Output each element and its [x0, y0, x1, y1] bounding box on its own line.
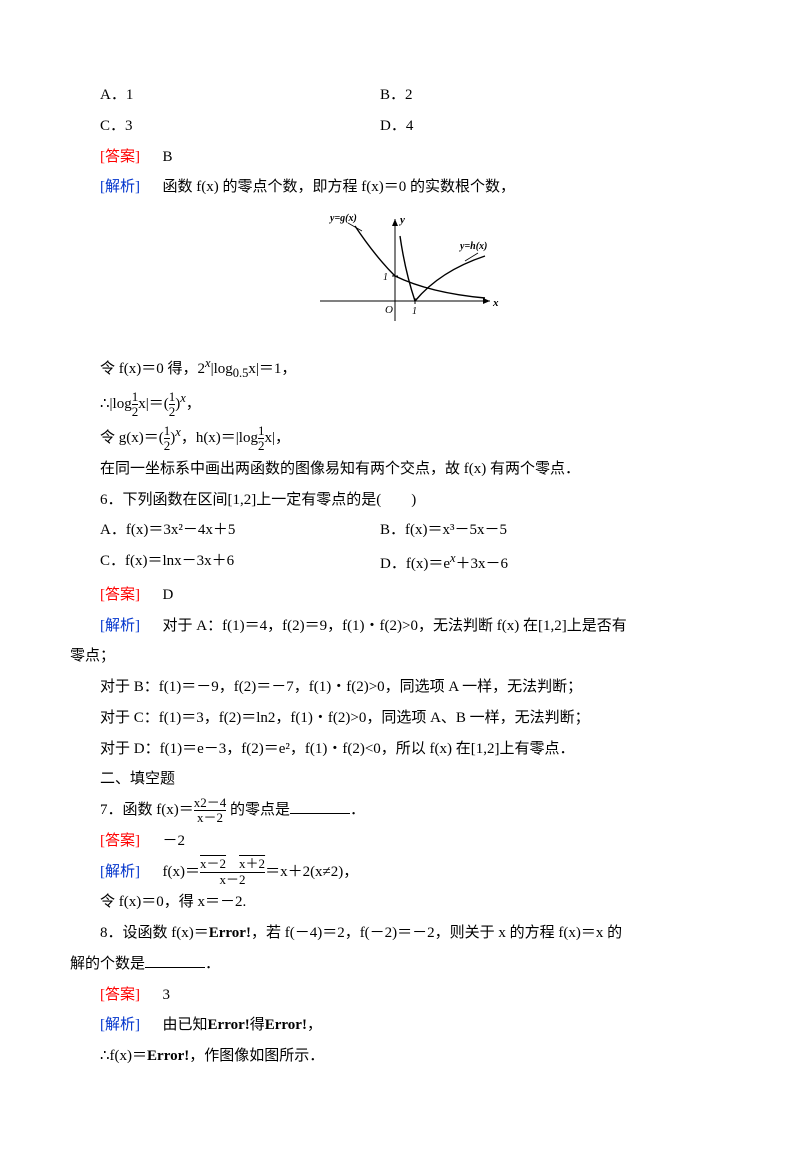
q5-options-row2: C．3 D．4: [100, 111, 730, 142]
q8-answer-value: 3: [163, 987, 171, 1003]
analysis-label: [解析]: [100, 618, 140, 634]
answer-label: [答案]: [100, 587, 140, 603]
q5-opt-a: A．1: [100, 80, 380, 111]
q5-step3: 令 g(x)＝(12)x，h(x)＝|log12x|，: [100, 420, 730, 454]
q6-stem: 6．下列函数在区间[1,2]上一定有零点的是( ): [100, 485, 730, 516]
q5-step2: ∴|log12x|＝(12)x，: [100, 386, 730, 420]
q7-line2: 令 f(x)＝0，得 x＝－2.: [100, 887, 730, 918]
q6-opt-b: B．f(x)＝x³－5x－5: [380, 515, 660, 546]
q5-answer: [答案] B: [100, 142, 730, 173]
section2-title: 二、填空题: [100, 764, 730, 795]
q8-analysis: [解析] 由已知Error!得Error!，: [100, 1010, 730, 1041]
svg-text:x: x: [492, 297, 499, 309]
q5-analysis-intro: [解析] 函数 f(x) 的零点个数，即方程 f(x)＝0 的实数根个数，: [100, 172, 730, 203]
answer-label: [答案]: [100, 149, 140, 165]
analysis-label: [解析]: [100, 1017, 140, 1033]
svg-text:O: O: [385, 304, 393, 316]
q5-step4: 在同一坐标系中画出两函数的图像易知有两个交点，故 f(x) 有两个零点．: [100, 454, 730, 485]
svg-text:y: y: [398, 214, 405, 226]
q5-opt-b: B．2: [380, 80, 660, 111]
answer-label: [答案]: [100, 987, 140, 1003]
q6-options-row2: C．f(x)＝lnx－3x＋6 D．f(x)＝ex＋3x－6: [100, 546, 730, 580]
analysis-label: [解析]: [100, 864, 140, 880]
q7-stem: 7．函数 f(x)＝x2－4x－2 的零点是．: [100, 795, 730, 826]
q6-lineA: [解析] 对于 A：f(1)＝4，f(2)＝9，f(1)・f(2)>0，无法判断…: [100, 611, 730, 642]
analysis-label: [解析]: [100, 179, 140, 195]
q5-options-row1: A．1 B．2: [100, 80, 730, 111]
q6-answer: [答案] D: [100, 580, 730, 611]
q5-graph: x y O 1 1 y=g(x) y=h(x): [70, 211, 730, 343]
q7-frac: x2－4x－2: [194, 796, 227, 826]
q5-step1: 令 f(x)＝0 得，2x|log0.5x|＝1，: [100, 351, 730, 387]
error-text: Error!: [147, 1048, 189, 1064]
q6-options-row1: A．f(x)＝3x²－4x＋5 B．f(x)＝x³－5x－5: [100, 515, 730, 546]
q7-answer-value: －2: [163, 833, 186, 849]
q8-stem: 8．设函数 f(x)＝Error!，若 f(－4)＝2，f(－2)＝－2，则关于…: [100, 918, 730, 949]
svg-text:y=g(x): y=g(x): [329, 213, 357, 224]
q8-answer: [答案] 3: [100, 980, 730, 1011]
error-text: Error!: [208, 1017, 250, 1033]
q6-lineA-tail: 零点；: [70, 641, 730, 672]
fill-blank: [145, 953, 205, 968]
q6-lineC: 对于 C：f(1)＝3，f(2)＝ln2，f(1)・f(2)>0，同选项 A、B…: [100, 703, 730, 734]
q5-analysis-intro-text: 函数 f(x) 的零点个数，即方程 f(x)＝0 的实数根个数，: [163, 179, 515, 195]
svg-text:y=h(x): y=h(x): [459, 241, 487, 252]
q5-answer-value: B: [163, 149, 173, 165]
q8-line2: ∴f(x)＝Error!，作图像如图所示．: [100, 1041, 730, 1072]
q6-opt-c: C．f(x)＝lnx－3x＋6: [100, 546, 380, 580]
graph-svg: x y O 1 1 y=g(x) y=h(x): [300, 211, 500, 331]
q7-answer: [答案] －2: [100, 826, 730, 857]
q6-lineD: 对于 D：f(1)＝e－3，f(2)＝e²，f(1)・f(2)<0，所以 f(x…: [100, 734, 730, 765]
q5-opt-d: D．4: [380, 111, 660, 142]
q6-opt-a: A．f(x)＝3x²－4x＋5: [100, 515, 380, 546]
error-text: Error!: [265, 1017, 307, 1033]
q6-opt-d: D．f(x)＝ex＋3x－6: [380, 546, 660, 580]
svg-text:1: 1: [412, 306, 417, 317]
fill-blank: [290, 800, 350, 815]
q8-stem-tail: 解的个数是．: [70, 949, 730, 980]
q6-lineB: 对于 B：f(1)＝－9，f(2)＝－7，f(1)・f(2)>0，同选项 A 一…: [100, 672, 730, 703]
q7-analysis: [解析] f(x)＝x－2 x＋2x－2＝x＋2(x≠2)，: [100, 857, 730, 888]
svg-text:1: 1: [383, 272, 388, 283]
q7-frac2: x－2 x＋2x－2: [200, 857, 265, 887]
q6-answer-value: D: [163, 587, 174, 603]
error-text: Error!: [209, 925, 251, 941]
q5-opt-c: C．3: [100, 111, 380, 142]
answer-label: [答案]: [100, 833, 140, 849]
